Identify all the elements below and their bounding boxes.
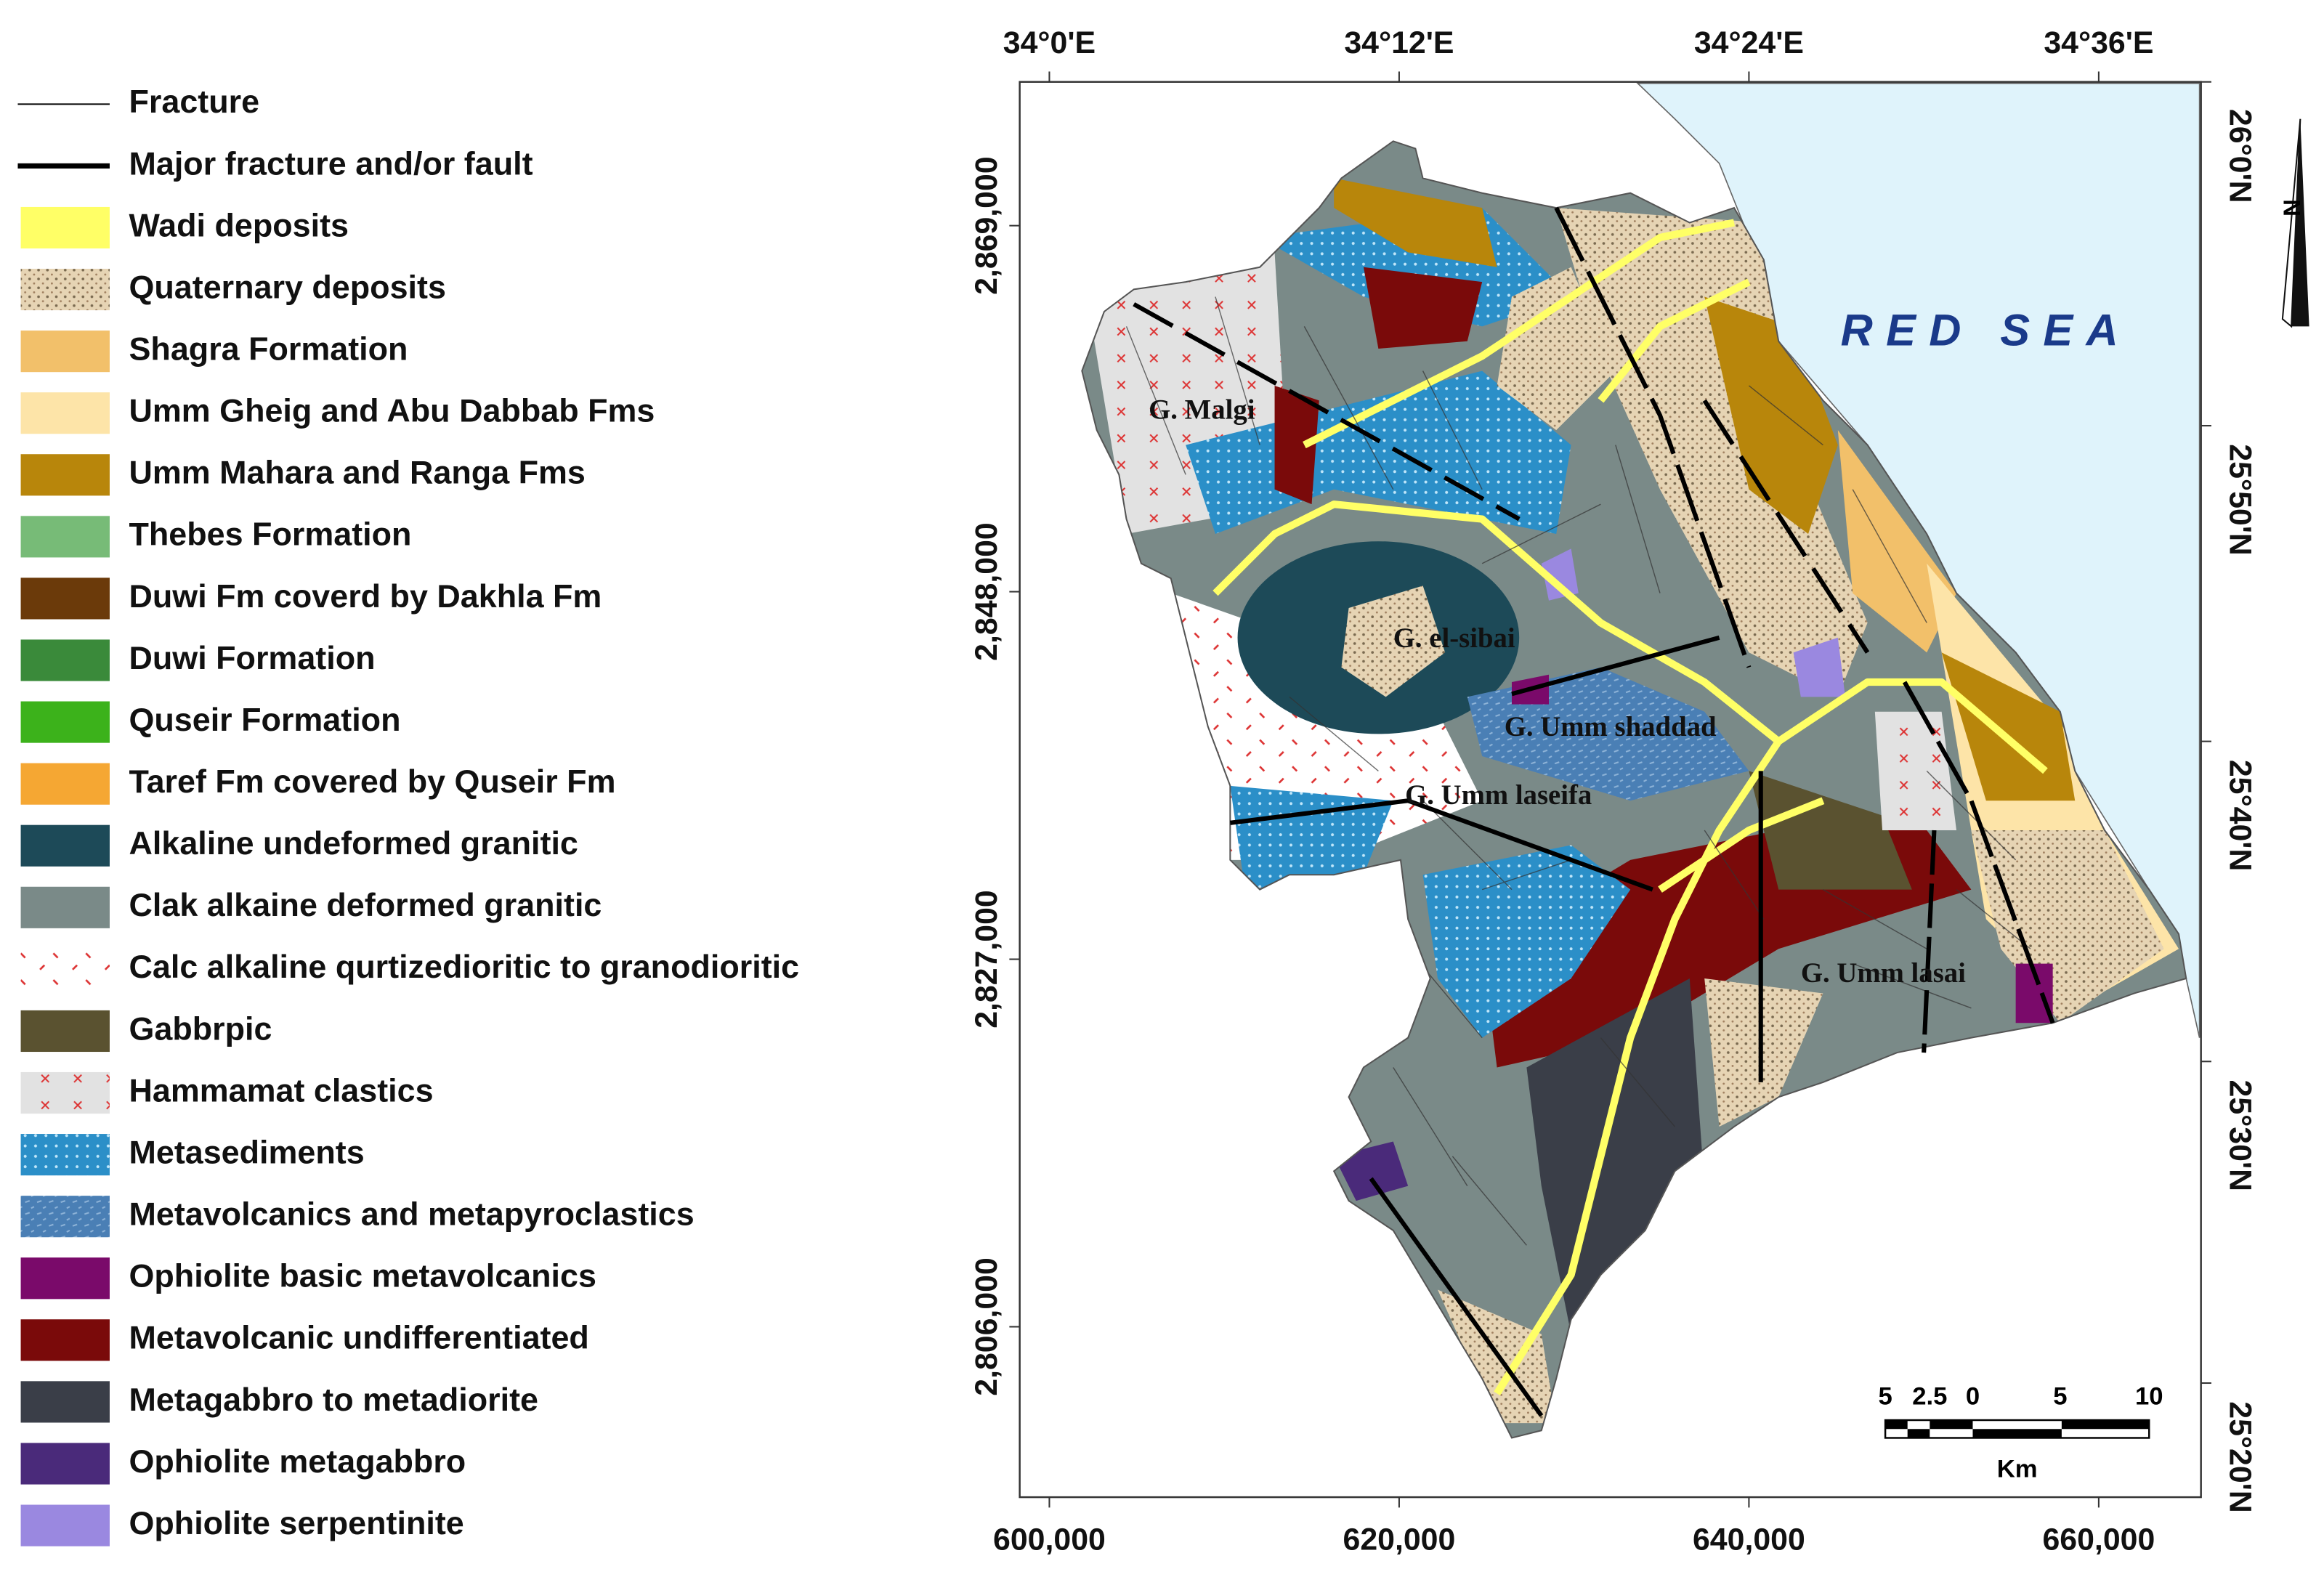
legend-label: Ophiolite serpentinite: [129, 1504, 463, 1541]
scale-label: 10: [2135, 1383, 2163, 1411]
legend-label: Thebes Formation: [129, 516, 411, 553]
legend-swatch: [20, 1071, 110, 1114]
legend-swatch: [20, 577, 110, 620]
legend-swatch: [20, 454, 110, 496]
legend-swatch: [20, 1196, 110, 1238]
legend-swatch: [20, 1010, 110, 1053]
map-area: [1019, 81, 2202, 1499]
easting-label: 620,000: [1343, 1523, 1456, 1557]
lat-label: 26°0'N: [2222, 109, 2257, 203]
legend-swatch: [20, 1381, 110, 1423]
legend-label: Duwi Fm coverd by Dakhla Fm: [129, 577, 602, 615]
legend-label: Quaternary deposits: [129, 268, 445, 305]
legend-label: Metavolcanics and metapyroclastics: [129, 1196, 694, 1233]
legend-label: Taref Fm covered by Quseir Fm: [129, 763, 615, 800]
north-arrow: [2281, 118, 2309, 328]
easting-label: 600,000: [993, 1523, 1106, 1557]
legend-swatch: [20, 886, 110, 928]
legend-label: Quseir Formation: [129, 701, 400, 738]
legend-label: Clak alkaine deformed granitic: [129, 886, 602, 923]
northing-label: 2,827,000: [969, 890, 1004, 1029]
legend-swatch: [20, 269, 110, 311]
legend-label: Ophiolite metagabbro: [129, 1443, 466, 1480]
legend-label: Umm Gheig and Abu Dabbab Fms: [129, 392, 655, 429]
lon-label: 34°12'E: [1344, 25, 1454, 60]
legend-swatch: [20, 763, 110, 805]
lat-label: 25°20'N: [2222, 1401, 2257, 1513]
scale-label: 0: [1966, 1383, 1980, 1411]
lat-label: 25°30'N: [2222, 1080, 2257, 1192]
north-label: N: [2278, 199, 2305, 216]
sea-label: RED SEA: [1841, 306, 2132, 355]
legend-label: Wadi deposits: [129, 206, 349, 243]
legend-swatch: [20, 206, 110, 249]
legend-label: Hammamat clastics: [129, 1071, 433, 1108]
legend-swatch: [20, 1134, 110, 1176]
legend-label: Metasediments: [129, 1133, 364, 1170]
easting-label: 640,000: [1693, 1523, 1805, 1557]
scale-bar: [1884, 1419, 2150, 1439]
lat-label: 25°50'N: [2222, 444, 2257, 556]
scale-unit: Km: [1997, 1456, 2038, 1483]
legend-label: Shagra Formation: [129, 330, 408, 367]
legend-label: Umm Mahara and Ranga Fms: [129, 454, 585, 491]
legend-label: Metavolcanic undifferentiated: [129, 1319, 588, 1356]
place-label: G. Malgi: [1149, 394, 1255, 426]
legend-swatch: [20, 948, 110, 990]
legend-swatch: [20, 701, 110, 743]
legend-swatch: [20, 1504, 110, 1547]
northing-label: 2,848,000: [969, 522, 1004, 661]
lon-label: 34°36'E: [2044, 25, 2153, 60]
legend-swatch: [20, 516, 110, 558]
legend-label: Ophiolite basic metavolcanics: [129, 1257, 596, 1294]
legend-swatch: [20, 1257, 110, 1300]
legend-label: Gabbrpic: [129, 1010, 272, 1047]
scale-label: 2.5: [1912, 1383, 1947, 1411]
legend-swatch: [20, 639, 110, 681]
scale-label: 5: [1878, 1383, 1892, 1411]
place-label: G. Umm shaddad: [1505, 711, 1717, 742]
place-label: G. el-sibai: [1393, 623, 1515, 654]
legend-label: Fracture: [129, 83, 259, 120]
place-label: G. Umm lasai: [1801, 957, 1966, 989]
lat-label: 25°40'N: [2222, 760, 2257, 872]
easting-label: 660,000: [2042, 1523, 2155, 1557]
legend-label: Alkaline undeformed granitic: [129, 824, 578, 862]
scale-label: 5: [2053, 1383, 2067, 1411]
legend-label: Duwi Formation: [129, 639, 375, 676]
legend-swatch: [20, 392, 110, 434]
legend-label: Calc alkaline qurtizedioritic to granodi…: [129, 948, 799, 985]
legend-swatch: [20, 824, 110, 867]
legend-label: Major fracture and/or fault: [129, 145, 533, 182]
legend-swatch: [20, 1319, 110, 1361]
place-label: G. Umm laseifa: [1405, 779, 1592, 811]
legend-swatch: [20, 1443, 110, 1485]
major-faults: [1133, 206, 2055, 1417]
lon-label: 34°0'E: [1003, 25, 1096, 60]
legend-label: Metagabbro to metadiorite: [129, 1381, 538, 1418]
northing-label: 2,806,000: [969, 1257, 1004, 1396]
lon-label: 34°24'E: [1694, 25, 1804, 60]
legend-swatch: [20, 331, 110, 373]
northing-label: 2,869,000: [969, 156, 1004, 295]
